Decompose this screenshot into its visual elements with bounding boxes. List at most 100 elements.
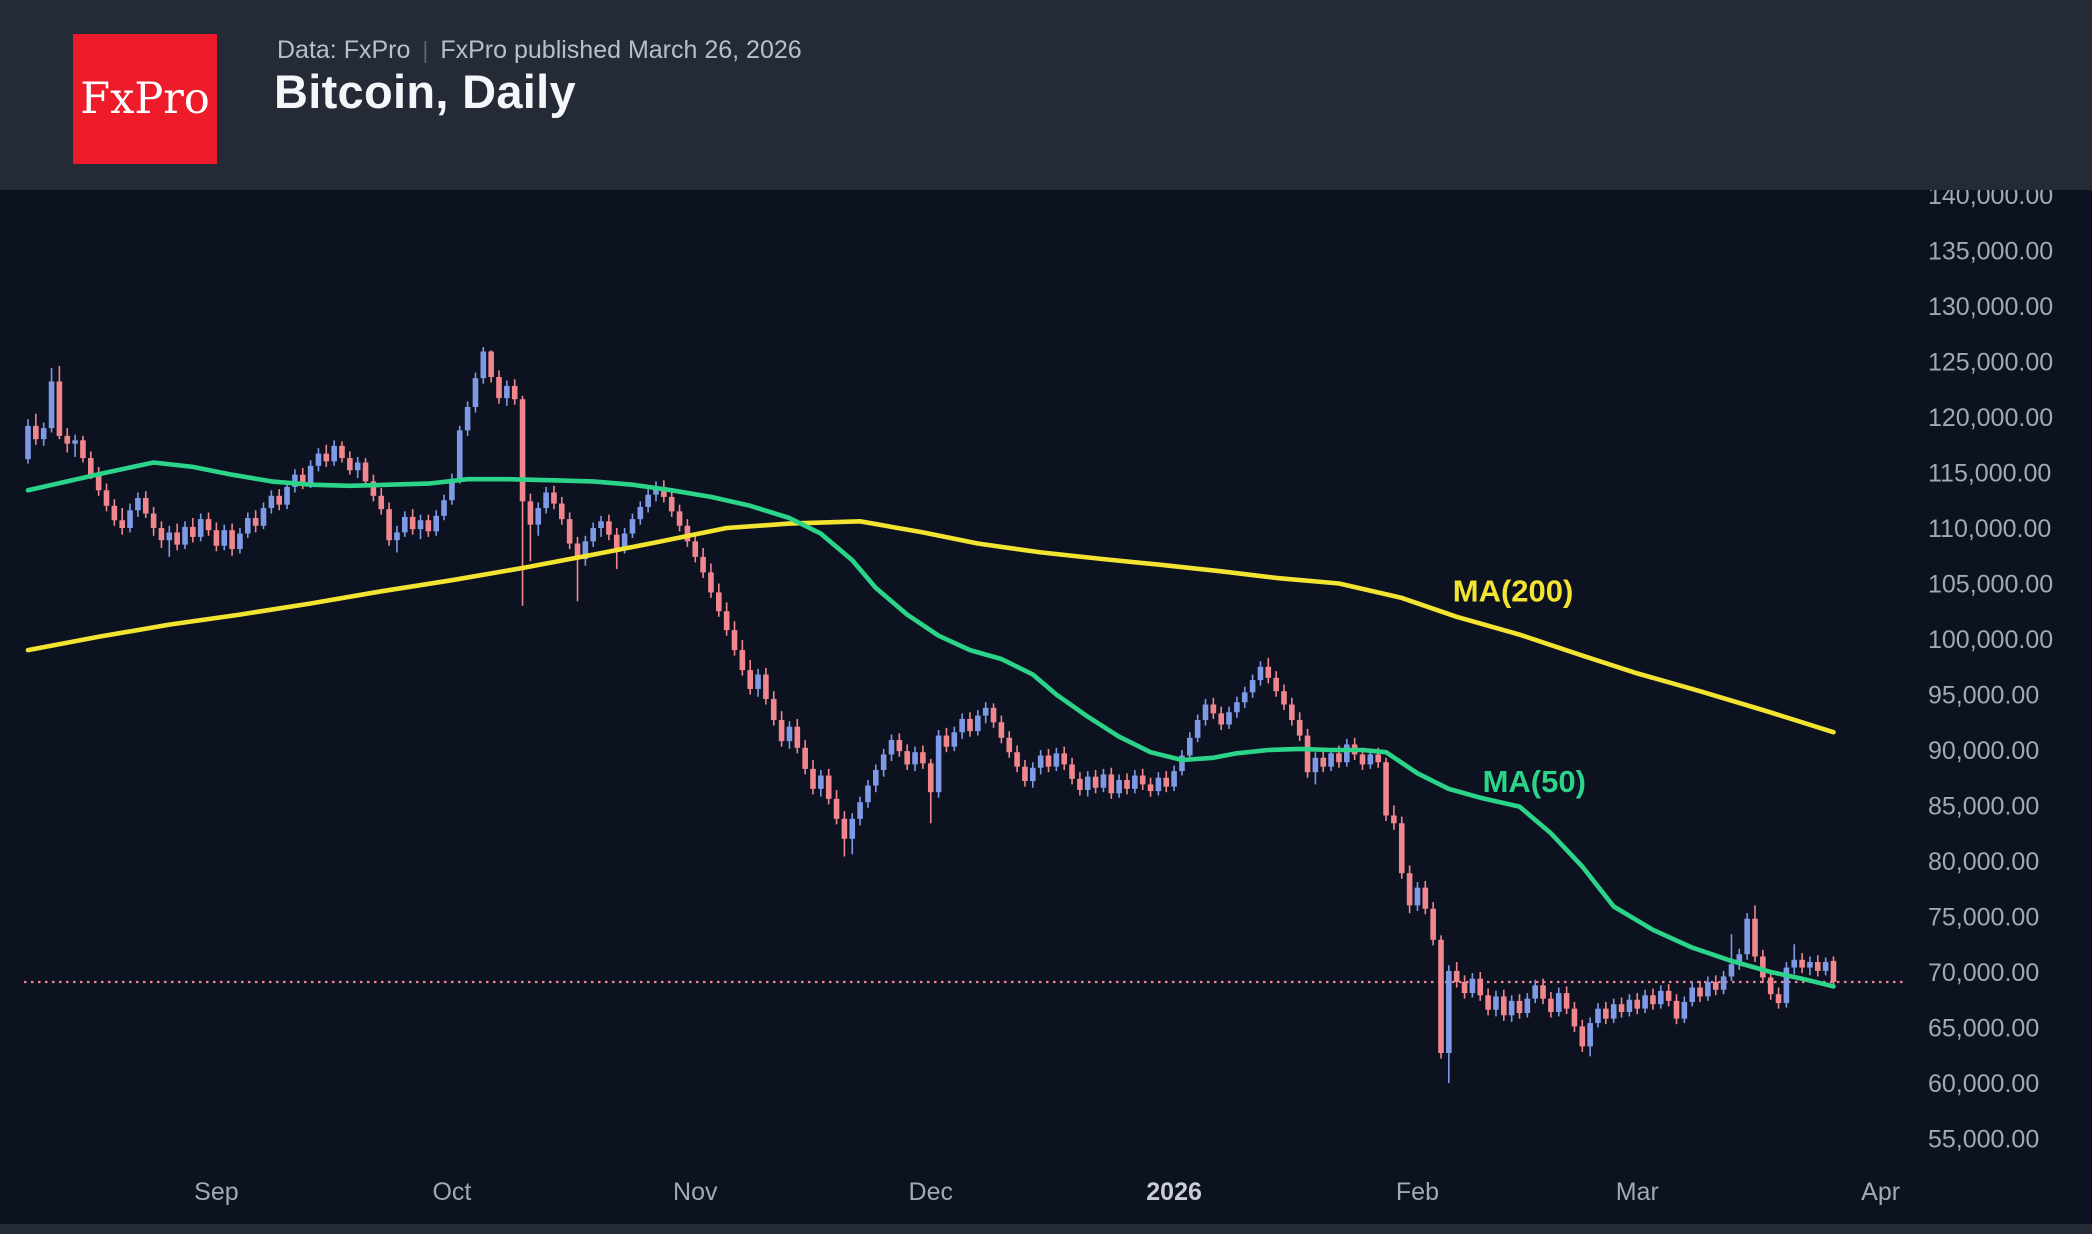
candle-body — [299, 474, 306, 484]
candle-body — [606, 521, 612, 535]
candle-body — [1147, 784, 1154, 792]
candle-body — [613, 534, 620, 548]
candle-body — [1061, 753, 1067, 765]
candle-body — [1744, 918, 1750, 955]
candle-body — [1697, 987, 1703, 997]
candle-body — [668, 496, 675, 512]
candle-body — [1100, 774, 1107, 788]
candle-body — [174, 532, 180, 545]
candle-body — [1422, 887, 1429, 909]
x-axis-tick: Apr — [1861, 1178, 1900, 1206]
candle-body — [676, 511, 683, 526]
candle-body — [661, 486, 667, 497]
candle-body — [778, 720, 785, 742]
candle-body — [119, 520, 125, 528]
candle-body — [111, 505, 118, 521]
x-axis-tick: Dec — [909, 1178, 953, 1206]
candle-body — [1194, 720, 1201, 738]
candle-body — [464, 407, 471, 431]
candle-body — [1030, 767, 1036, 782]
candle-body — [1822, 962, 1829, 971]
candle-body — [268, 495, 275, 509]
ma200-label: MA(200) — [1453, 573, 1574, 608]
y-axis-tick: 105,000.00 — [1928, 571, 2053, 599]
candle-body — [692, 541, 699, 557]
candle-body — [409, 516, 416, 530]
candle-body — [739, 650, 746, 671]
candle-body — [1642, 995, 1648, 1009]
candle-body — [1328, 753, 1334, 767]
candle-body — [1681, 1001, 1688, 1019]
candle-body — [590, 528, 596, 542]
x-axis-tick: Oct — [432, 1178, 471, 1206]
candle-body — [1265, 666, 1272, 678]
candle-body — [1179, 755, 1185, 772]
candle-body — [1320, 757, 1327, 767]
candle-body — [1752, 918, 1758, 957]
candle-body — [943, 735, 950, 747]
x-axis[interactable]: Sep Oct Nov Dec 2026 Feb Mar Apr — [194, 1178, 1900, 1206]
candle-body — [488, 351, 494, 378]
candle-body — [755, 674, 761, 689]
candle-body — [284, 486, 290, 505]
candle-body — [1563, 993, 1570, 1009]
y-axis-tick: 100,000.00 — [1928, 626, 2053, 654]
candle-body — [1783, 967, 1790, 1004]
candle-body — [103, 490, 110, 506]
y-axis[interactable]: 140,000.00 135,000.00 130,000.00 125,000.00… — [1928, 190, 2053, 1154]
candle-body — [1241, 692, 1248, 703]
candle-body — [386, 509, 392, 541]
y-axis-tick: 55,000.00 — [1928, 1126, 2039, 1154]
candle-body — [1171, 771, 1177, 787]
candle-body — [1705, 981, 1711, 997]
candle-body — [527, 501, 534, 525]
candle-body — [205, 519, 212, 531]
candle-body — [833, 798, 840, 819]
candle-body — [1438, 939, 1444, 1054]
candle-body — [1815, 962, 1821, 971]
candle-body — [1469, 978, 1476, 994]
candle-body — [731, 630, 738, 651]
candle-body — [1344, 744, 1350, 763]
candle-body — [551, 492, 557, 504]
candle-body — [1720, 976, 1727, 990]
candle-body — [315, 453, 322, 466]
candle-body — [566, 519, 573, 544]
ma50-label: MA(50) — [1483, 764, 1586, 799]
candle-body — [1548, 998, 1554, 1012]
y-axis-tick: 95,000.00 — [1928, 682, 2039, 710]
candle-body — [1391, 815, 1397, 824]
candle-body — [1485, 995, 1491, 1010]
candle-body — [402, 516, 408, 533]
candle-body — [1634, 999, 1641, 1009]
y-axis-tick: 125,000.00 — [1928, 349, 2053, 377]
y-axis-tick: 120,000.00 — [1928, 404, 2053, 432]
candle-body — [1124, 779, 1130, 789]
header: FxPro Data: FxPro | FxPro published March … — [0, 0, 2092, 190]
candle-body — [504, 385, 510, 399]
candle-body — [213, 530, 220, 546]
candle-body — [80, 440, 86, 459]
fxpro-logo: FxPro — [73, 34, 217, 164]
candle-body — [221, 530, 228, 546]
candle-body — [1202, 704, 1209, 721]
candle-body — [449, 479, 455, 501]
candle-body — [25, 425, 31, 460]
candle-body — [684, 525, 691, 542]
candle-body — [1830, 960, 1837, 982]
candle-body — [637, 506, 644, 520]
candle-body — [927, 763, 934, 793]
candle-body — [920, 752, 926, 764]
candle-body — [959, 718, 965, 733]
candle-body — [802, 747, 808, 769]
candle-body — [1092, 776, 1099, 788]
candle-body — [810, 768, 816, 789]
price-chart[interactable]: MA(200) MA(50) 140,000.00 135,000.00 130,000… — [0, 190, 2092, 1234]
y-axis-tick: 140,000.00 — [1928, 190, 2053, 210]
candle-body — [276, 495, 282, 505]
candle-body — [166, 532, 173, 541]
candle-body — [1571, 1008, 1578, 1027]
y-axis-tick: 85,000.00 — [1928, 793, 2039, 821]
candle-body — [1116, 779, 1122, 794]
candle-body — [904, 751, 910, 765]
